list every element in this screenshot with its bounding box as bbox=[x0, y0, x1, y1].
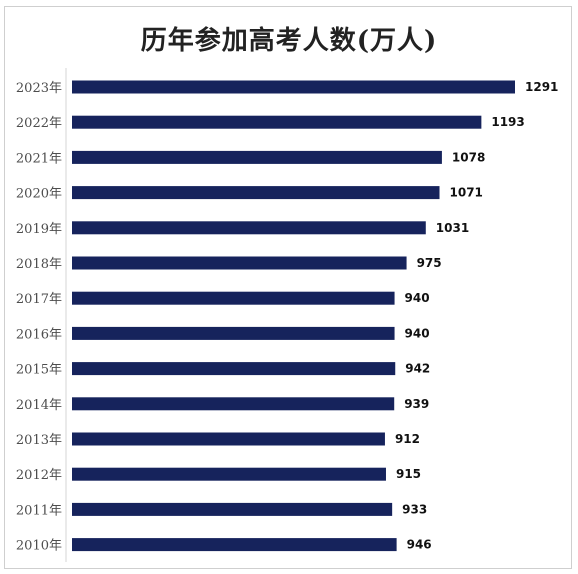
data-label: 1071 bbox=[450, 186, 483, 200]
category-label: 2020年 bbox=[16, 187, 62, 202]
data-label: 1078 bbox=[452, 150, 485, 164]
data-label: 939 bbox=[404, 397, 429, 411]
bar bbox=[72, 397, 395, 411]
data-label: 1291 bbox=[525, 80, 558, 94]
category-label: 2016年 bbox=[16, 327, 62, 342]
bar bbox=[72, 502, 393, 516]
chart-title: 历年参加高考人数(万人) bbox=[140, 26, 438, 56]
data-label: 912 bbox=[395, 432, 420, 446]
category-label: 2010年 bbox=[16, 539, 62, 554]
data-label: 975 bbox=[417, 256, 442, 270]
category-label: 2013年 bbox=[16, 433, 62, 448]
bar bbox=[72, 326, 395, 340]
category-label: 2014年 bbox=[16, 398, 62, 413]
category-label: 2018年 bbox=[16, 257, 62, 272]
data-label: 1031 bbox=[436, 221, 469, 235]
bar bbox=[72, 538, 397, 552]
category-label: 2021年 bbox=[16, 151, 62, 166]
category-label: 2015年 bbox=[16, 363, 62, 378]
category-label: 2017年 bbox=[16, 292, 62, 307]
bar bbox=[72, 186, 440, 200]
data-label: 915 bbox=[396, 467, 421, 481]
data-label: 940 bbox=[405, 326, 430, 340]
category-label: 2023年 bbox=[16, 81, 62, 96]
bar bbox=[72, 362, 396, 376]
category-label: 2022年 bbox=[16, 116, 62, 131]
bar bbox=[72, 256, 407, 270]
category-label: 2019年 bbox=[16, 222, 62, 237]
bar bbox=[72, 80, 515, 94]
bar bbox=[72, 221, 426, 235]
bar bbox=[72, 150, 442, 164]
category-label: 2012年 bbox=[16, 468, 62, 483]
bar bbox=[72, 115, 482, 129]
category-label: 2011年 bbox=[16, 503, 62, 518]
data-label: 946 bbox=[407, 538, 432, 552]
data-label: 933 bbox=[402, 502, 427, 516]
bar bbox=[72, 291, 395, 305]
data-label: 1193 bbox=[491, 115, 524, 129]
bar bbox=[72, 467, 386, 481]
bar bbox=[72, 432, 385, 446]
data-label: 940 bbox=[405, 291, 430, 305]
data-label: 942 bbox=[405, 362, 430, 376]
